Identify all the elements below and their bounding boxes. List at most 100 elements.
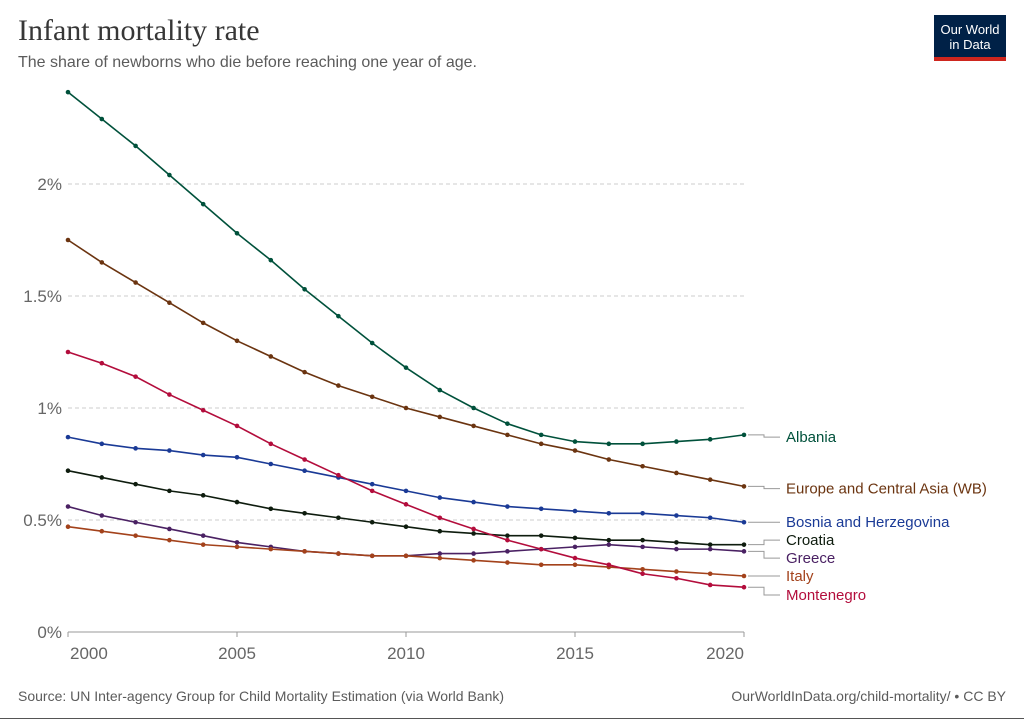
data-point-greece	[471, 551, 476, 556]
data-point-croatia	[268, 506, 274, 512]
data-point-europe-and-central-asia-wb	[640, 463, 645, 469]
data-point-albania	[674, 439, 679, 444]
data-point-italy	[167, 537, 172, 543]
data-point-montenegro	[268, 441, 274, 447]
grid-lines	[68, 183, 744, 521]
y-tick-label: 2%	[37, 175, 62, 194]
series-label-croatia: Croatia	[786, 532, 835, 549]
x-tick-label: 2015	[556, 644, 594, 663]
data-point-montenegro	[167, 392, 172, 397]
x-axis: 2000 2005 2010 2015 2020	[67, 631, 745, 663]
data-point-croatia	[403, 524, 409, 530]
series-label-montenegro: Montenegro	[786, 587, 866, 604]
data-point-montenegro	[505, 537, 510, 543]
owid-logo[interactable]: Our World in Data	[934, 15, 1006, 61]
data-point-bosnia-and-herzegovina	[200, 452, 206, 458]
logo-line-1: Our World	[940, 22, 1000, 37]
data-point-greece	[707, 546, 713, 552]
data-point-italy	[200, 542, 206, 547]
data-point-croatia	[336, 515, 341, 521]
data-point-croatia	[606, 537, 612, 543]
data-point-albania	[403, 365, 409, 370]
line-chart: 0% 0.5% 1% 1.5% 2% 2000 2005 2010 2015 2020 Alba…	[23, 89, 987, 663]
label-connector	[748, 586, 780, 596]
data-point-europe-and-central-asia-wb	[707, 477, 713, 482]
data-point-albania	[65, 89, 71, 95]
data-point-montenegro	[369, 488, 375, 494]
x-tick-label: 2020	[706, 644, 744, 663]
data-point-albania	[99, 116, 105, 122]
data-point-europe-and-central-asia-wb	[741, 484, 747, 489]
data-point-europe-and-central-asia-wb	[538, 441, 544, 447]
data-point-albania	[200, 201, 206, 207]
data-point-croatia	[167, 488, 172, 494]
data-point-greece	[167, 526, 172, 532]
data-point-croatia	[369, 519, 375, 525]
data-point-italy	[268, 546, 274, 552]
data-point-italy	[674, 569, 679, 574]
data-point-bosnia-and-herzegovina	[302, 468, 307, 474]
data-point-bosnia-and-herzegovina	[505, 504, 510, 509]
series-line-montenegro	[67, 351, 745, 588]
data-point-montenegro	[471, 526, 476, 532]
data-point-europe-and-central-asia-wb	[505, 432, 510, 438]
source-link[interactable]: OurWorldInData.org/child-mortality/ • CC…	[731, 688, 1006, 704]
data-point-albania	[606, 441, 612, 447]
x-tick-label: 2005	[218, 644, 256, 663]
label-connector	[748, 434, 780, 438]
chart-subtitle: The share of newborns who die before rea…	[18, 54, 477, 71]
y-tick-label: 1.5%	[23, 287, 62, 306]
series-label-bosnia-and-herzegovina: Bosnia and Herzegovina	[786, 514, 950, 531]
logo-line-2: in Data	[949, 37, 991, 52]
data-point-bosnia-and-herzegovina	[65, 434, 71, 440]
data-point-albania	[234, 230, 240, 236]
data-point-croatia	[133, 481, 138, 487]
data-point-greece	[437, 551, 443, 556]
data-point-albania	[471, 405, 476, 411]
data-point-albania	[741, 432, 747, 438]
data-point-croatia	[437, 528, 443, 534]
data-point-croatia	[741, 542, 747, 547]
data-point-albania	[302, 286, 307, 292]
data-point-europe-and-central-asia-wb	[65, 237, 71, 243]
x-tick-label: 2000	[70, 644, 108, 663]
data-point-montenegro	[65, 349, 71, 355]
data-point-montenegro	[707, 582, 713, 588]
y-tick-label: 0%	[37, 623, 62, 642]
data-point-bosnia-and-herzegovina	[674, 513, 679, 518]
data-point-europe-and-central-asia-wb	[200, 320, 206, 326]
data-point-italy	[234, 544, 240, 550]
data-point-bosnia-and-herzegovina	[471, 499, 476, 505]
data-point-italy	[538, 562, 544, 568]
data-point-italy	[437, 555, 443, 561]
data-point-bosnia-and-herzegovina	[640, 510, 645, 516]
series-label-albania: Albania	[786, 429, 837, 446]
chart-title: Infant mortality rate	[18, 14, 260, 47]
data-point-montenegro	[538, 546, 544, 552]
data-point-montenegro	[200, 407, 206, 413]
series-label-italy: Italy	[786, 568, 814, 585]
y-tick-label: 0.5%	[23, 511, 62, 530]
label-connector	[748, 539, 780, 546]
data-point-greece	[505, 549, 510, 554]
data-point-europe-and-central-asia-wb	[133, 280, 138, 285]
data-point-albania	[640, 441, 645, 447]
data-point-italy	[403, 553, 409, 559]
data-point-bosnia-and-herzegovina	[234, 454, 240, 460]
data-point-italy	[707, 571, 713, 577]
data-point-italy	[640, 566, 645, 572]
series-label-europe-and-central-asia-wb: Europe and Central Asia (WB)	[786, 481, 987, 498]
data-point-croatia	[707, 542, 713, 547]
data-point-greece	[674, 546, 679, 552]
data-point-albania	[572, 439, 578, 444]
data-point-croatia	[99, 475, 105, 480]
data-point-croatia	[302, 510, 307, 516]
data-point-croatia	[674, 540, 679, 545]
data-point-bosnia-and-herzegovina	[369, 481, 375, 487]
bottom-rule	[0, 718, 1024, 719]
data-point-europe-and-central-asia-wb	[471, 423, 476, 429]
data-point-europe-and-central-asia-wb	[302, 369, 307, 375]
data-point-montenegro	[741, 584, 747, 590]
data-point-albania	[369, 340, 375, 346]
y-tick-label: 1%	[37, 399, 62, 418]
